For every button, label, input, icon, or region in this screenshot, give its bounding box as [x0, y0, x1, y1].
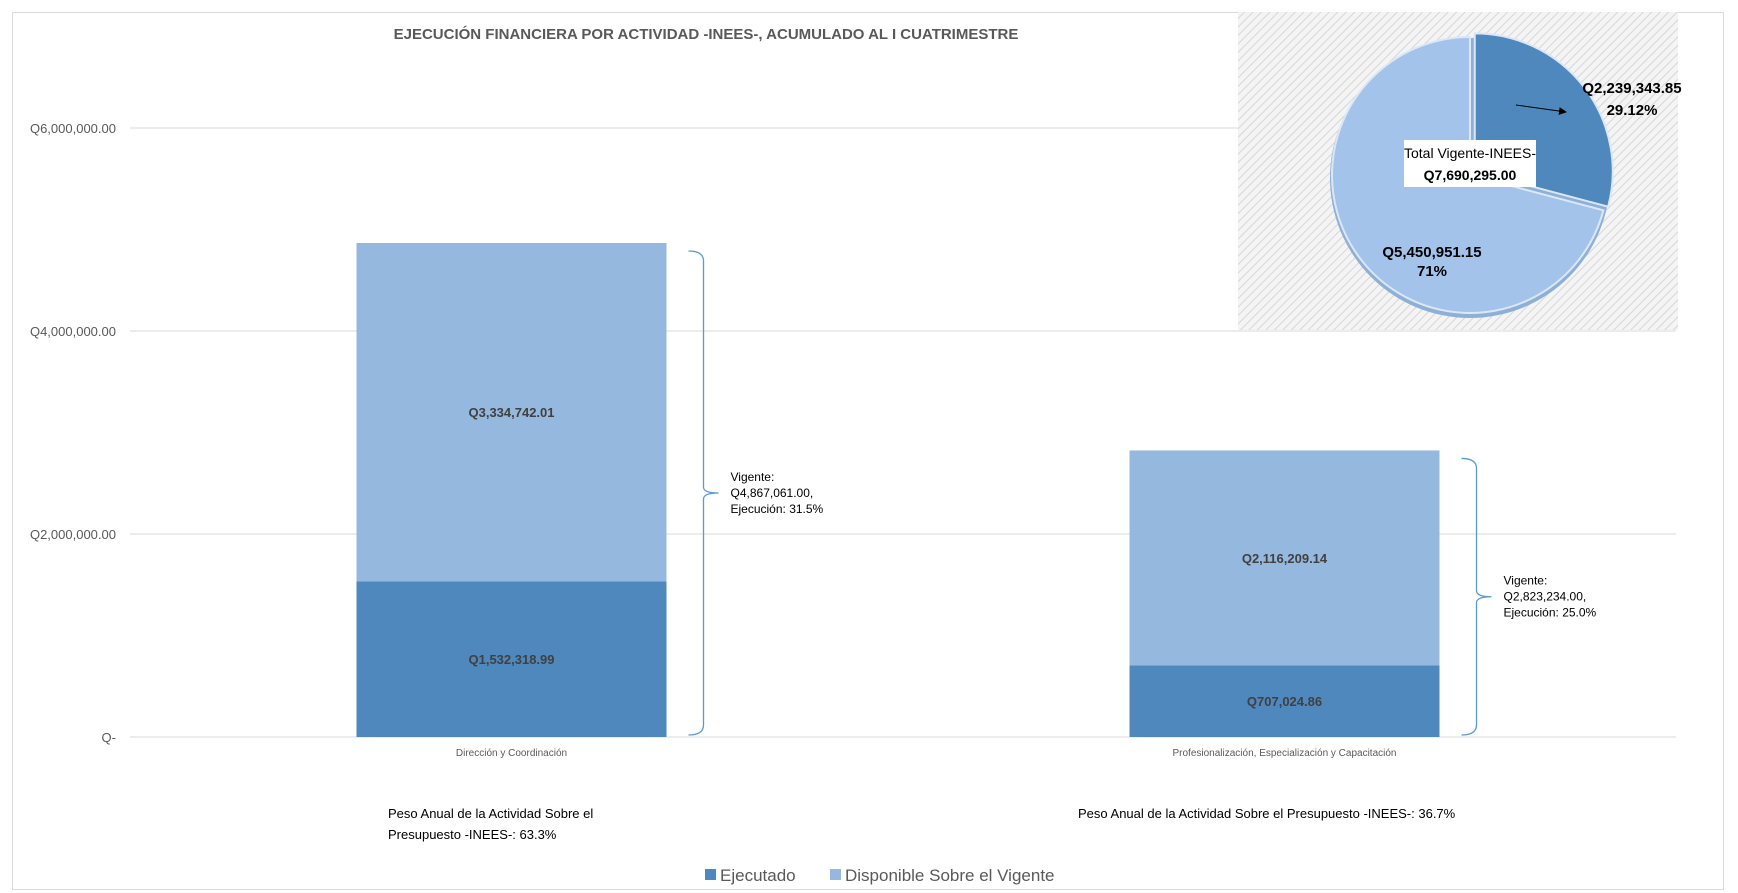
chart-title: EJECUCIÓN FINANCIERA POR ACTIVIDAD -INEE…	[394, 25, 1019, 43]
pie-center-label-total: Q7,690,295.00	[1424, 167, 1517, 183]
pie-slice-ejecutado-percent: 29.12%	[1607, 102, 1658, 119]
legend-label-ejecutado: Ejecutado	[720, 866, 796, 885]
y-tick-label: Q2,000,000.00	[30, 527, 116, 542]
vigente-annotation-line: Q4,867,061.00,	[731, 486, 814, 500]
vigente-annotation-line: Vigente:	[731, 470, 775, 484]
activity-weight-note-line: Peso Anual de la Actividad Sobre el Pres…	[1078, 806, 1456, 821]
x-axis-categories: Dirección y Coordinación Profesionalizaci…	[456, 748, 1397, 759]
activity-weight-note-line: Peso Anual de la Actividad Sobre el	[388, 806, 593, 821]
y-tick-label: Q6,000,000.00	[30, 121, 116, 136]
legend-swatch-ejecutado	[705, 869, 716, 880]
bar-segment	[1129, 665, 1440, 737]
bar-segment	[356, 242, 667, 582]
chart-frame	[12, 12, 1724, 890]
y-tick-label: Q-	[102, 730, 116, 745]
y-axis-ticks: Q- Q2,000,000.00 Q4,000,000.00 Q6,000,000.0…	[30, 121, 116, 745]
bar-segment	[1129, 450, 1440, 666]
legend: Ejecutado Disponible Sobre el Vigente	[705, 866, 1055, 885]
vigente-annotation-line: Vigente:	[1504, 574, 1548, 588]
pie-center-label-box	[1404, 140, 1536, 187]
vigente-braces	[688, 250, 1492, 736]
legend-swatch-disponible	[830, 869, 841, 880]
vigente-annotations: Vigente: Q4,867,061.00, Ejecución: 31.5% Vi…	[731, 470, 1597, 620]
pie-slice-disponible-amount: Q5,450,951.15	[1382, 244, 1481, 261]
pie-center-label-title: Total Vigente-INEES-	[1404, 145, 1536, 161]
legend-label-disponible: Disponible Sobre el Vigente	[845, 866, 1055, 885]
bar-data-label: Q1,532,318.99	[468, 652, 554, 667]
pie-slice-ejecutado-amount: Q2,239,343.85	[1582, 80, 1681, 97]
vigente-annotation-line: Ejecución: 31.5%	[731, 502, 824, 516]
x-category-label: Profesionalización, Especialización y Ca…	[1172, 748, 1396, 759]
y-tick-label: Q4,000,000.00	[30, 324, 116, 339]
vigente-brace	[688, 250, 719, 736]
vigente-annotation-line: Q2,823,234.00,	[1504, 590, 1587, 604]
x-category-label: Dirección y Coordinación	[456, 748, 567, 759]
pie-inset: Total Vigente-INEES- Q7,690,295.00 Q2,23…	[1238, 12, 1682, 330]
bar-data-label: Q707,024.86	[1247, 694, 1322, 709]
bar-data-label: Q2,116,209.14	[1242, 551, 1328, 566]
activity-weight-note-line: Presupuesto -INEES-: 63.3%	[388, 827, 557, 842]
pie-slice-disponible-percent: 71%	[1417, 263, 1447, 280]
segment-labels: Q1,532,318.99 Q3,334,742.01 Q707,024.86 Q2,…	[468, 405, 1327, 709]
vigente-brace	[1461, 457, 1492, 736]
bars	[356, 242, 1440, 737]
pie-leader-arrow	[1515, 104, 1567, 115]
bar-segment	[356, 581, 667, 737]
activity-weight-notes: Peso Anual de la Actividad Sobre el Presu…	[388, 806, 1456, 842]
bar-data-label: Q3,334,742.01	[468, 405, 554, 420]
vigente-annotation-line: Ejecución: 25.0%	[1504, 606, 1597, 620]
